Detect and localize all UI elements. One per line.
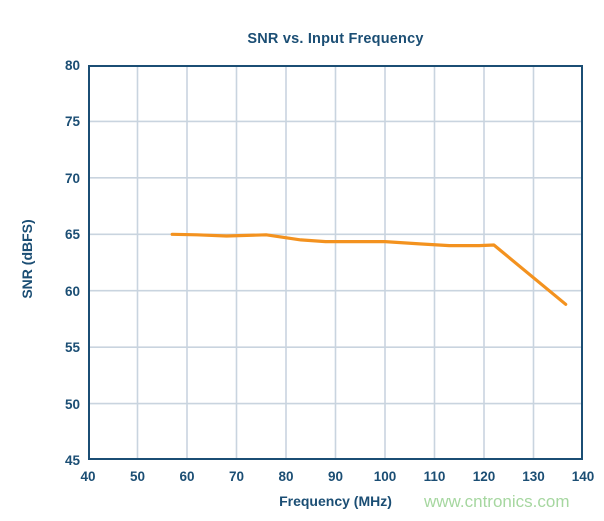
x-tick-label: 40	[80, 469, 96, 484]
y-axis-label: SNR (dBFS)	[19, 219, 35, 299]
x-axis-label: Frequency (MHz)	[279, 493, 392, 509]
plot-area	[88, 65, 583, 460]
y-tick-label: 45	[64, 453, 80, 468]
x-tick-label: 130	[522, 469, 545, 484]
x-tick-label: 90	[327, 469, 344, 484]
series-line-snr	[170, 232, 568, 306]
y-tick-label: 80	[64, 58, 80, 73]
watermark-text: www.cntronics.com	[424, 492, 570, 511]
chart-title: SNR vs. Input Frequency	[247, 31, 424, 47]
x-tick-label: 120	[472, 469, 496, 484]
y-tick-label: 70	[64, 170, 80, 186]
y-tick-label: 60	[64, 283, 80, 299]
axes-frame	[88, 65, 583, 460]
y-tick-label: 50	[64, 396, 80, 412]
x-tick-label: 110	[423, 469, 446, 484]
x-tick-label: 140	[571, 469, 595, 484]
x-tick-label: 70	[228, 469, 245, 484]
x-tick-label: 100	[373, 469, 397, 484]
y-tick-label: 65	[64, 227, 80, 243]
x-tick-label: 50	[129, 469, 146, 484]
line-chart-canvas	[88, 65, 583, 460]
y-tick-label: 75	[64, 114, 80, 130]
x-tick-label: 60	[179, 469, 195, 484]
y-tick-label: 55	[64, 340, 80, 356]
x-tick-label: 80	[278, 469, 294, 484]
